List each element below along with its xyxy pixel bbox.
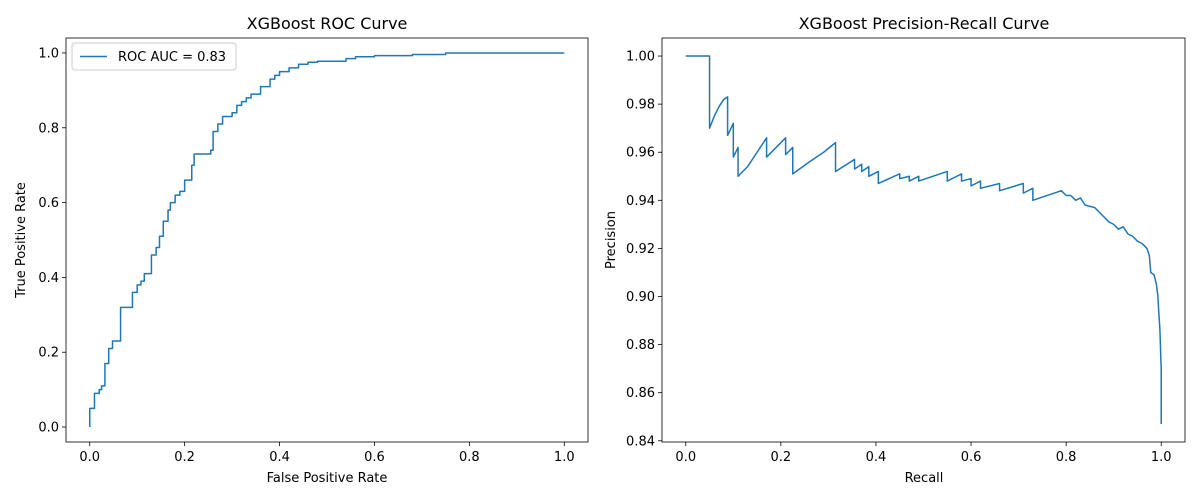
pr-x-tick-label: 0.6 — [961, 450, 982, 465]
roc-x-tick-label: 0.4 — [269, 450, 290, 465]
roc-y-tick-label: 0.4 — [38, 271, 59, 286]
pr-y-tick-label: 0.98 — [626, 98, 655, 113]
pr-y-axis-label: Precision — [604, 211, 619, 269]
roc-y-tick-label: 0.8 — [38, 121, 59, 136]
roc-y-tick-label: 0.0 — [38, 421, 59, 436]
pr-y-tick-label: 0.96 — [626, 146, 655, 161]
pr-x-tick-label: 0.0 — [675, 450, 696, 465]
pr-ticks: 0.0 0.2 0.4 0.6 0.8 1.0 0.84 0.86 0.88 0.90 0.92 0.… — [626, 50, 1172, 465]
roc-series-group — [88, 52, 565, 428]
roc-legend-box — [71, 42, 237, 71]
pr-y-tick-label: 0.84 — [626, 434, 655, 449]
pr-x-tick-label: 0.4 — [866, 450, 887, 465]
roc-x-tick-label: 0.2 — [174, 450, 195, 465]
roc-y-tick-label: 1.0 — [38, 46, 59, 61]
roc-chart: XGBoost ROC Curve False Positive Rate Tr… — [14, 14, 589, 486]
roc-x-tick-label: 0.0 — [79, 450, 100, 465]
pr-curve-line — [685, 55, 1162, 424]
roc-x-tick-label: 1.0 — [554, 450, 575, 465]
roc-y-tick-label: 0.2 — [38, 346, 59, 361]
pr-series-group — [685, 55, 1162, 424]
pr-x-tick-label: 0.2 — [771, 450, 792, 465]
roc-y-tick-label: 0.6 — [38, 196, 59, 211]
roc-legend: ROC AUC = 0.83 — [71, 42, 237, 71]
pr-chart-title: XGBoost Precision-Recall Curve — [799, 14, 1050, 33]
pr-x-tick-label: 1.0 — [1151, 450, 1172, 465]
pr-y-tick-label: 1.00 — [626, 50, 655, 65]
pr-y-tick-label: 0.86 — [626, 386, 655, 401]
pr-y-tick-label: 0.90 — [626, 290, 655, 305]
pr-y-tick-label: 0.94 — [626, 194, 655, 209]
roc-x-axis-label: False Positive Rate — [267, 471, 388, 486]
pr-chart: XGBoost Precision-Recall Curve Recall Pr… — [604, 14, 1186, 486]
pr-x-axis-label: Recall — [905, 471, 944, 486]
pr-plot-frame — [661, 37, 1186, 443]
roc-chart-title: XGBoost ROC Curve — [247, 14, 408, 33]
pr-y-tick-label: 0.92 — [626, 242, 655, 257]
pr-y-tick-label: 0.88 — [626, 338, 655, 353]
roc-x-tick-label: 0.6 — [364, 450, 385, 465]
roc-y-axis-label: True Positive Rate — [14, 182, 29, 299]
roc-curve-line — [88, 52, 565, 428]
roc-ticks: 0.0 0.2 0.4 0.6 0.8 1.0 0.0 0.2 0.4 0.6 0.8 1.0 — [38, 46, 574, 465]
roc-plot-frame — [65, 37, 589, 443]
roc-x-tick-label: 0.8 — [459, 450, 480, 465]
pr-x-tick-label: 0.8 — [1056, 450, 1077, 465]
roc-legend-label: ROC AUC = 0.83 — [118, 50, 226, 65]
